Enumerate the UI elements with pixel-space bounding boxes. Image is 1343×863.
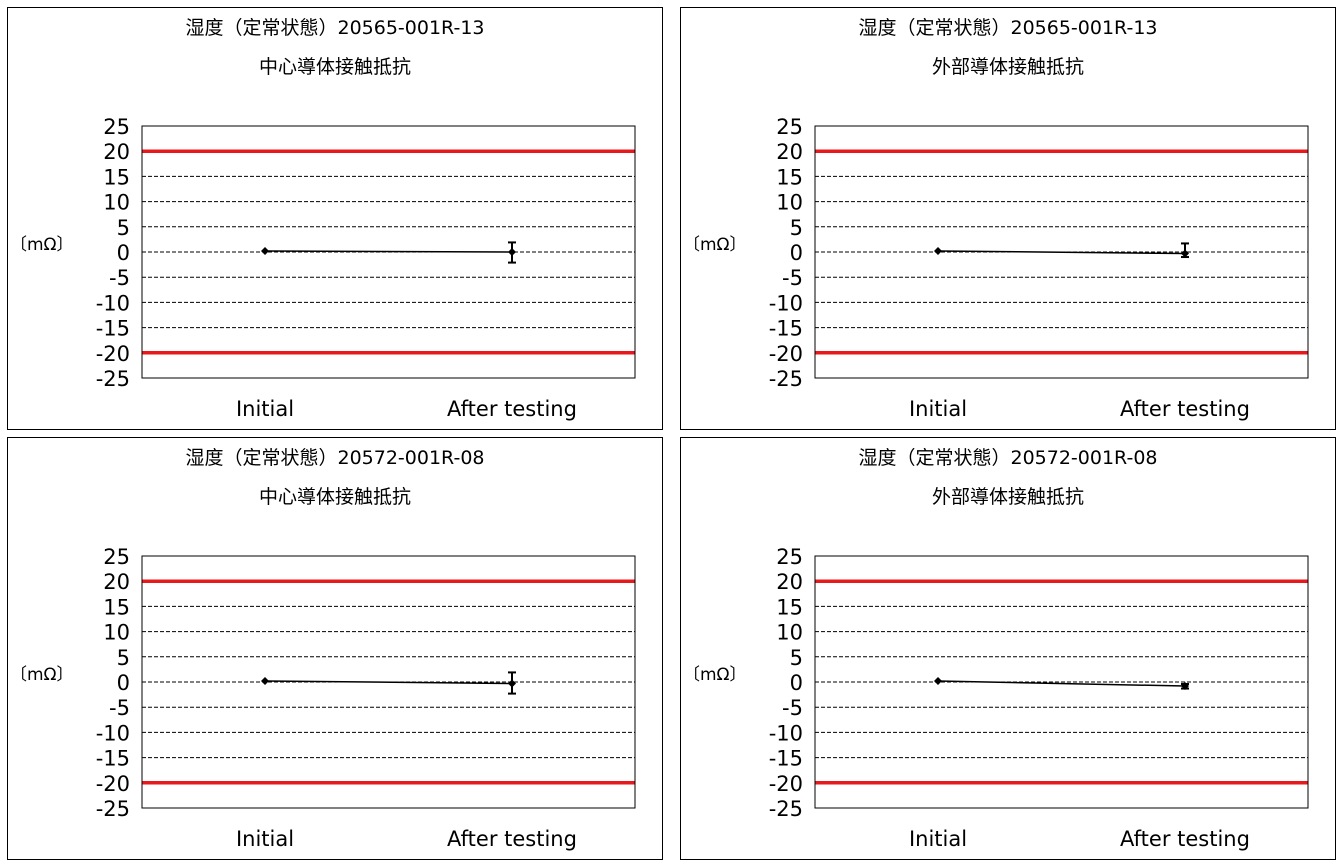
y-tick-label: -25 (769, 367, 803, 391)
chart-panel-0: 湿度（定常状態）20565-001R-13 中心導体接触抵抗 25 20 15 10 5… (7, 7, 663, 430)
y-tick-label: -25 (769, 797, 803, 821)
chart-title: 湿度（定常状態）20572-001R-08 (858, 447, 1158, 469)
y-tick-label: 10 (776, 621, 803, 645)
y-tick-label: 0 (117, 671, 130, 695)
data-point (508, 679, 516, 688)
y-tick-label: -10 (769, 291, 803, 315)
y-tick-label: 25 (776, 115, 803, 139)
y-tick-label: 0 (790, 241, 803, 265)
y-tick-label: -25 (96, 797, 130, 821)
series-line (937, 680, 1186, 687)
y-tick-label: -10 (96, 721, 130, 745)
y-tick-label: -5 (109, 696, 130, 720)
y-tick-label: 10 (103, 191, 130, 215)
chart-subtitle: 中心導体接触抵抗 (258, 56, 411, 78)
plot-area (814, 125, 1309, 379)
x-tick-label: Initial (236, 397, 294, 421)
series-line (264, 680, 513, 685)
y-tick-label: -15 (96, 747, 130, 771)
chart-subtitle: 中心導体接触抵抗 (258, 486, 411, 508)
plot-area (814, 555, 1309, 809)
y-tick-label: 20 (103, 140, 130, 164)
y-axis-label: 〔mΩ〕 (683, 235, 747, 255)
chart-title: 湿度（定常状態）20565-001R-13 (185, 17, 485, 39)
y-tick-label: -10 (96, 291, 130, 315)
y-tick-label: 15 (103, 595, 130, 619)
y-tick-label: -25 (96, 367, 130, 391)
y-tick-label: -20 (96, 772, 130, 796)
y-tick-label: -20 (769, 772, 803, 796)
y-axis-label: 〔mΩ〕 (10, 235, 74, 255)
y-tick-label: 25 (776, 545, 803, 569)
plot-area (141, 555, 636, 809)
y-tick-label: 5 (790, 216, 803, 240)
y-tick-label: -15 (769, 317, 803, 341)
y-tick-label: -5 (109, 266, 130, 290)
chart-panel-3: 湿度（定常状態）20572-001R-08 外部導体接触抵抗 25 20 15 10 5… (680, 437, 1336, 860)
x-tick-label: After testing (1120, 397, 1250, 421)
y-tick-label: -10 (769, 721, 803, 745)
y-tick-label: 15 (776, 595, 803, 619)
x-tick-label: After testing (447, 827, 577, 851)
y-tick-label: 20 (776, 570, 803, 594)
y-tick-label: -15 (96, 317, 130, 341)
data-point (508, 248, 516, 256)
series-line (937, 250, 1186, 255)
y-tick-label: -20 (769, 342, 803, 366)
data-point (261, 246, 269, 255)
y-axis-label: 〔mΩ〕 (683, 665, 747, 685)
y-tick-label: 15 (776, 165, 803, 189)
x-tick-label: After testing (447, 397, 577, 421)
y-tick-label: 20 (103, 570, 130, 594)
chart-title: 湿度（定常状態）20565-001R-13 (858, 17, 1158, 39)
data-point (1181, 249, 1189, 258)
y-tick-label: 5 (117, 216, 130, 240)
plot-area (141, 125, 636, 379)
y-axis-label: 〔mΩ〕 (10, 665, 74, 685)
y-tick-label: 15 (103, 165, 130, 189)
x-tick-label: Initial (909, 397, 967, 421)
y-tick-label: -15 (769, 747, 803, 771)
y-tick-label: 25 (103, 545, 130, 569)
y-tick-label: 5 (790, 646, 803, 670)
chart-panel-1: 湿度（定常状態）20565-001R-13 外部導体接触抵抗 25 20 15 10 5… (680, 7, 1336, 430)
y-tick-label: -5 (782, 696, 803, 720)
y-tick-label: 20 (776, 140, 803, 164)
x-tick-label: Initial (236, 827, 294, 851)
y-tick-label: 10 (776, 191, 803, 215)
chart-panel-2: 湿度（定常状態）20572-001R-08 中心導体接触抵抗 25 20 15 10 5… (7, 437, 663, 860)
y-tick-label: 5 (117, 646, 130, 670)
chart-title: 湿度（定常状態）20572-001R-08 (185, 447, 485, 469)
y-tick-label: 0 (117, 241, 130, 265)
y-tick-label: -5 (782, 266, 803, 290)
y-tick-label: 0 (790, 671, 803, 695)
data-point (934, 246, 942, 255)
data-point (1181, 682, 1189, 691)
y-tick-label: 25 (103, 115, 130, 139)
data-point (934, 676, 942, 685)
y-tick-label: 10 (103, 621, 130, 645)
x-tick-label: Initial (909, 827, 967, 851)
y-tick-label: -20 (96, 342, 130, 366)
series-line (264, 250, 513, 253)
chart-subtitle: 外部導体接触抵抗 (931, 56, 1084, 78)
x-tick-label: After testing (1120, 827, 1250, 851)
data-point (261, 676, 269, 685)
chart-subtitle: 外部導体接触抵抗 (931, 486, 1084, 508)
